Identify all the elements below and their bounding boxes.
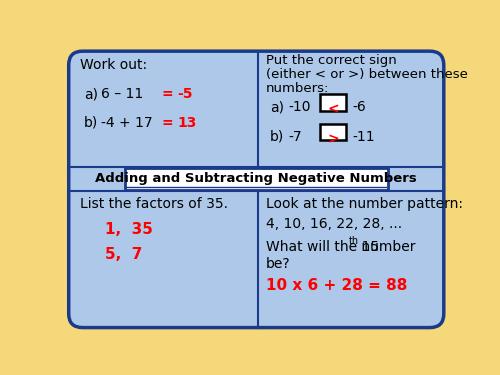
Text: b): b) (270, 130, 284, 144)
Text: <: < (327, 103, 339, 117)
Text: Work out:: Work out: (80, 58, 146, 72)
Text: th: th (349, 236, 360, 246)
Text: 6 – 11: 6 – 11 (101, 87, 144, 101)
Text: What will the 15: What will the 15 (266, 240, 378, 254)
Text: -7: -7 (289, 130, 302, 144)
Text: a): a) (270, 100, 284, 114)
Bar (320, 123, 346, 141)
Text: =: = (162, 87, 173, 101)
Text: -10: -10 (289, 100, 312, 114)
Text: be?: be? (266, 257, 290, 271)
Text: numbers:: numbers: (266, 82, 329, 95)
Text: a): a) (84, 87, 98, 101)
Text: Look at the number pattern:: Look at the number pattern: (266, 197, 462, 211)
Text: (either < or >) between these: (either < or >) between these (266, 68, 468, 81)
Text: 13: 13 (177, 116, 197, 130)
Text: 1,  35: 1, 35 (105, 222, 153, 237)
Text: -5: -5 (177, 87, 192, 101)
Text: >: > (327, 132, 339, 146)
Text: =: = (162, 116, 173, 130)
Text: Put the correct sign: Put the correct sign (266, 54, 396, 67)
Text: 5,  7: 5, 7 (105, 247, 142, 262)
Bar (124, 168, 388, 190)
Bar (320, 94, 346, 111)
Text: 10 x 6 + 28 = 88: 10 x 6 + 28 = 88 (266, 278, 407, 293)
Text: -4 + 17: -4 + 17 (101, 116, 153, 130)
Text: Adding and Subtracting Negative Numbers: Adding and Subtracting Negative Numbers (96, 172, 417, 186)
Text: number: number (357, 240, 416, 254)
FancyBboxPatch shape (68, 51, 444, 328)
Text: b): b) (84, 116, 98, 130)
Text: -11: -11 (352, 130, 375, 144)
Text: 4, 10, 16, 22, 28, ...: 4, 10, 16, 22, 28, ... (266, 217, 402, 231)
Text: -6: -6 (352, 100, 366, 114)
Text: List the factors of 35.: List the factors of 35. (80, 197, 228, 211)
